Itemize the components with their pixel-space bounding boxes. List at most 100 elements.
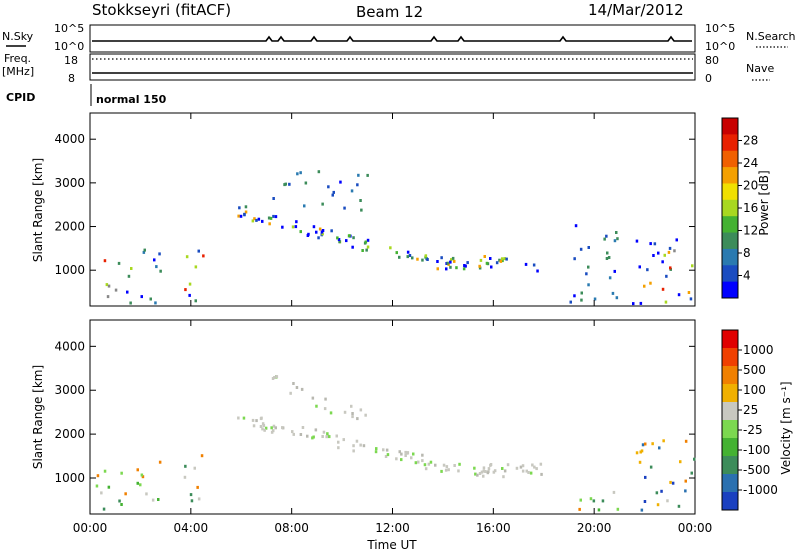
scatter-cell [447, 468, 450, 472]
y-tick-label: 1000 [54, 471, 85, 485]
scatter-cell [345, 239, 348, 243]
scatter-cell [312, 225, 316, 229]
scatter-cell [661, 260, 664, 264]
colorbar-segment [722, 474, 738, 493]
colorbar-segment [722, 438, 738, 457]
scatter-cell [153, 258, 156, 262]
scatter-cell [485, 261, 489, 265]
y-tick-label: 3000 [54, 176, 85, 190]
colorbar-segment [722, 366, 738, 385]
scatter-cell [592, 499, 596, 503]
scatter-cell [255, 419, 258, 423]
scatter-cell [183, 475, 187, 479]
colorbar-segment [722, 248, 738, 266]
scatter-cell [533, 465, 536, 469]
scatter-cell [257, 217, 261, 221]
scatter-cell [453, 464, 456, 467]
scatter-cell [406, 255, 409, 259]
scatter-cell [107, 485, 111, 489]
scatter-cell [185, 255, 189, 259]
colorbar-tick-label: 20 [743, 179, 758, 193]
scatter-cell [666, 499, 669, 503]
scatter-cell [114, 288, 118, 292]
scatter-cell [361, 249, 364, 252]
scatter-cell [315, 404, 318, 408]
scatter-cell [411, 256, 414, 260]
scatter-cell [281, 426, 284, 430]
scatter-cell [366, 245, 370, 249]
scatter-cell [641, 443, 645, 447]
scatter-cell [616, 507, 620, 511]
scatter-cell [288, 182, 291, 186]
scatter-cell [493, 469, 497, 473]
scatter-cell [640, 508, 644, 512]
scatter-cell [364, 413, 367, 417]
scatter-cell [480, 470, 484, 474]
scatter-cell [272, 429, 275, 433]
scatter-cell [684, 439, 688, 443]
scatter-cell [519, 465, 523, 469]
scatter-cell [299, 230, 302, 234]
scatter-cell [503, 469, 507, 473]
scatter-cell [352, 449, 355, 453]
scatter-cell [385, 448, 389, 452]
scatter-cell [539, 462, 543, 466]
scatter-cell [106, 295, 110, 299]
scatter-cell [657, 251, 660, 255]
scatter-cell [331, 193, 334, 197]
scatter-cell [410, 456, 413, 460]
scatter-cell [412, 452, 415, 456]
scatter-cell [482, 474, 485, 478]
scatter-cell [531, 463, 534, 467]
scatter-cell [605, 234, 608, 238]
colorbar-tick-label: 12 [743, 224, 758, 238]
colorbar-tick-label: -500 [743, 463, 770, 477]
colorbar-tick-label: -100 [743, 443, 770, 457]
scatter-cell [272, 214, 275, 218]
power-y-axis-label: Slant Range [km] [31, 158, 45, 262]
scatter-cell [251, 418, 255, 422]
scatter-cell [635, 451, 639, 455]
scatter-cell [337, 446, 340, 450]
scatter-cell [315, 230, 318, 234]
scatter-cell [524, 262, 528, 266]
scatter-cell [479, 258, 483, 262]
scatter-cell [320, 230, 324, 234]
scatter-cell [337, 238, 341, 241]
scatter-cell [675, 238, 678, 242]
scatter-cell [587, 265, 590, 269]
scatter-cell [269, 216, 273, 220]
scatter-cell [684, 479, 687, 483]
x-tick-label: 00:00 [73, 521, 108, 535]
scatter-cell [644, 442, 647, 446]
scatter-cell [350, 189, 354, 193]
scatter-cell [244, 205, 248, 209]
cpid-value: normal 150 [96, 93, 167, 106]
scatter-cell [574, 224, 578, 228]
scatter-cell [451, 256, 455, 260]
scatter-cell [607, 256, 611, 259]
nsky-label: N.Sky [2, 30, 34, 43]
colorbar-tick-label: 25 [743, 403, 758, 417]
scatter-cell [382, 448, 385, 452]
scatter-cell [274, 215, 278, 219]
scatter-cell [527, 471, 530, 474]
scatter-cell [492, 470, 496, 474]
scatter-cell [196, 485, 199, 489]
x-tick-label: 20:00 [577, 521, 612, 535]
scatter-cell [653, 242, 657, 246]
scatter-cell [589, 497, 593, 501]
scatter-cell [261, 422, 265, 426]
colorbar-segment [722, 183, 738, 201]
scatter-cell [143, 248, 146, 252]
scatter-cell [270, 426, 273, 430]
colorbar-tick-label: 16 [743, 201, 758, 215]
scatter-cell [321, 435, 324, 438]
nsearch-label: N.Search [746, 30, 796, 43]
scatter-cell [427, 462, 431, 466]
scatter-cell [646, 268, 649, 272]
colorbar-segment [722, 456, 738, 475]
freq-label-1: Freq. [4, 52, 31, 65]
scatter-cell [304, 181, 308, 185]
scatter-cell [127, 274, 131, 278]
